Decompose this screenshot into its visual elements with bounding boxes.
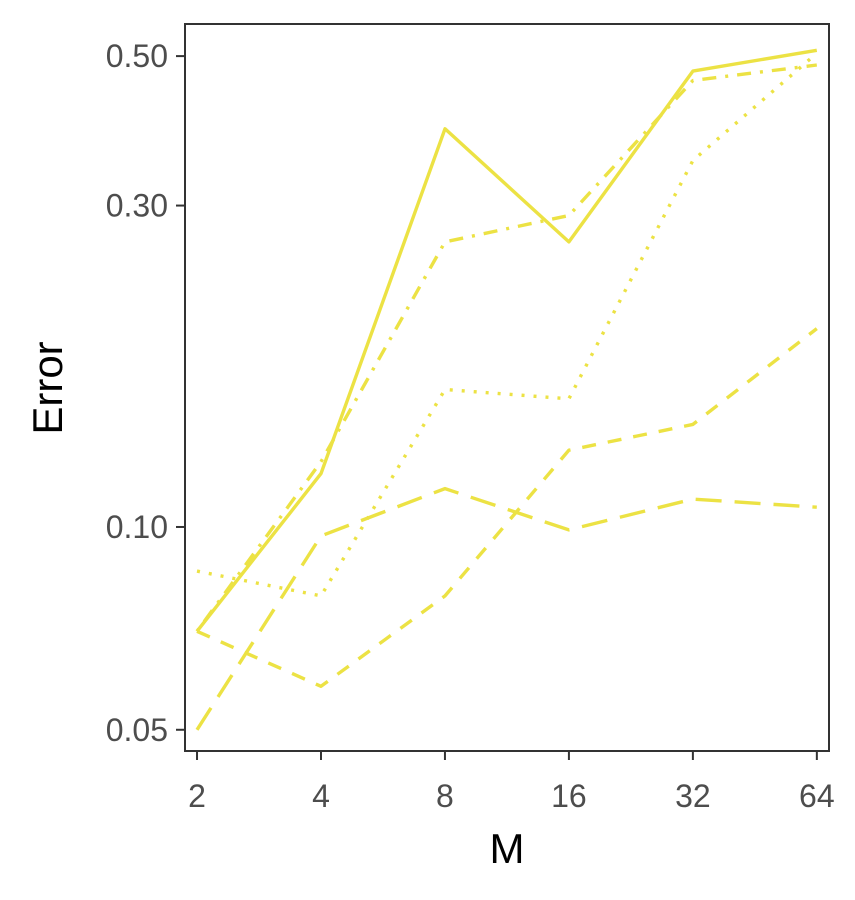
y-tick-label: 0.50 bbox=[106, 38, 168, 74]
series-line-solid bbox=[195, 48, 818, 633]
y-axis-title: Error bbox=[24, 341, 71, 434]
series-line-dotdash bbox=[195, 63, 818, 633]
plot-panel-border bbox=[184, 23, 830, 752]
y-tick-label: 0.30 bbox=[106, 188, 168, 224]
x-tick-label: 4 bbox=[312, 778, 330, 814]
x-axis: 2 4 8 16 32 64 bbox=[188, 751, 835, 814]
series-layer bbox=[195, 48, 818, 731]
x-tick-label: 2 bbox=[188, 778, 206, 814]
x-tick-label: 8 bbox=[436, 778, 454, 814]
series-line-dashed bbox=[196, 327, 818, 688]
y-tick-label: 0.05 bbox=[106, 712, 168, 748]
series-line-longdash bbox=[195, 486, 817, 731]
x-tick-label: 16 bbox=[551, 778, 587, 814]
y-axis: 0.05 0.10 0.30 0.50 bbox=[106, 38, 185, 748]
x-tick-label: 64 bbox=[799, 778, 835, 814]
x-tick-label: 32 bbox=[675, 778, 711, 814]
x-axis-title: M bbox=[490, 825, 525, 872]
y-tick-label: 0.10 bbox=[106, 509, 168, 545]
